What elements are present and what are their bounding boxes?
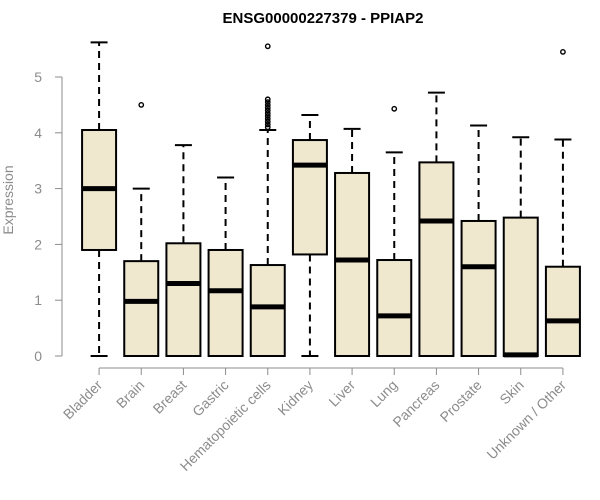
box-group xyxy=(207,176,244,357)
outlier-point xyxy=(264,121,271,128)
outlier-point xyxy=(264,43,271,50)
x-tick-label: Unknown / Other xyxy=(483,377,569,463)
box xyxy=(123,260,160,358)
chart-title: ENSG00000227379 - PPIAP2 xyxy=(223,10,424,27)
x-tick-label: Skin xyxy=(496,377,527,408)
x-tick-label: Liver xyxy=(325,377,358,410)
x-tick-label: Brain xyxy=(113,377,147,411)
box xyxy=(460,219,497,357)
y-tick-label: 2 xyxy=(34,236,42,252)
outlier-point xyxy=(264,107,271,114)
outlier-point xyxy=(264,102,271,108)
outlier-point xyxy=(264,96,271,103)
x-tick-label: Lung xyxy=(367,377,400,410)
x-tick-label: Pancreas xyxy=(389,377,442,430)
box-group xyxy=(376,105,413,357)
outlier-point xyxy=(264,115,271,122)
box-group xyxy=(544,48,581,357)
y-tick-label: 4 xyxy=(34,125,42,141)
box xyxy=(376,259,413,357)
outlier-point xyxy=(264,99,271,106)
box xyxy=(418,161,455,357)
x-tick-label: Kidney xyxy=(274,377,316,419)
box-group xyxy=(123,102,160,358)
y-axis-label: Expression xyxy=(0,165,16,234)
box xyxy=(334,171,371,357)
box-group xyxy=(334,127,371,357)
y-axis: 0 1 2 3 4 5 xyxy=(34,69,63,364)
y-tick-label: 3 xyxy=(34,181,42,197)
outlier-point xyxy=(264,118,271,125)
x-tick-label: Prostate xyxy=(437,377,485,425)
box-group xyxy=(460,124,497,357)
outlier-point xyxy=(138,102,145,108)
outlier-point xyxy=(391,105,398,112)
x-tick-label: Breast xyxy=(150,377,190,417)
box-group xyxy=(249,43,286,357)
box-group xyxy=(502,136,539,358)
y-tick-label: 0 xyxy=(34,348,42,364)
x-tick-label: Bladder xyxy=(60,377,106,423)
boxes xyxy=(81,41,581,358)
y-tick-label: 1 xyxy=(34,292,42,308)
box xyxy=(249,264,286,357)
box xyxy=(502,216,539,357)
box xyxy=(291,139,328,256)
box xyxy=(207,248,244,357)
outlier-point xyxy=(264,124,271,131)
outlier-point xyxy=(264,110,271,117)
outlier-point xyxy=(264,113,271,119)
box-group xyxy=(81,41,118,357)
outlier-point xyxy=(560,48,566,55)
y-tick-label: 5 xyxy=(34,69,42,85)
box-group xyxy=(291,113,328,357)
box xyxy=(165,242,202,357)
box xyxy=(544,265,581,357)
box-group xyxy=(165,144,202,357)
box-group xyxy=(418,91,455,357)
outlier-point xyxy=(264,104,271,111)
